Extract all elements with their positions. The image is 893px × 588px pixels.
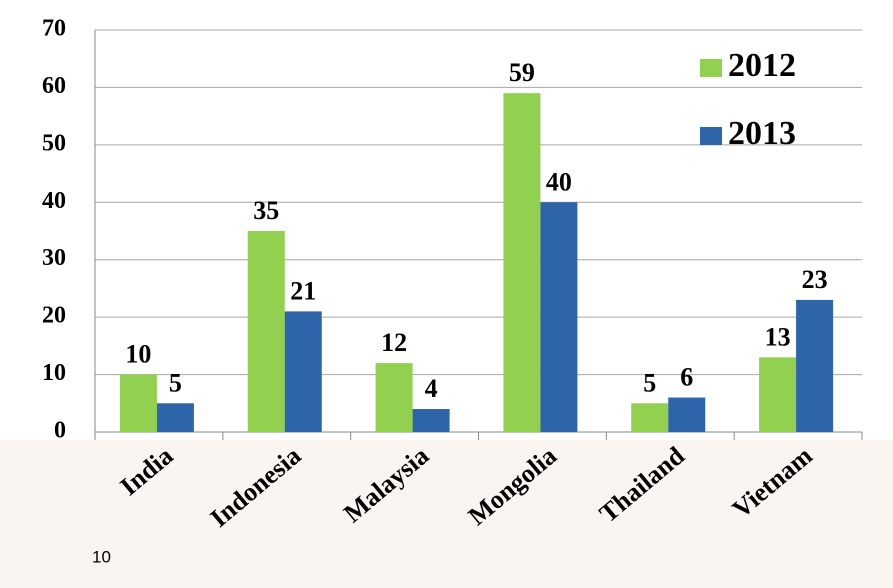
value-label: 40	[546, 167, 572, 196]
bar	[247, 231, 285, 432]
y-tick-label: 0	[54, 418, 66, 444]
y-tick-label: 50	[42, 130, 66, 156]
y-tick-label: 60	[42, 73, 66, 99]
y-tick-label: 40	[42, 188, 66, 214]
value-label: 13	[765, 322, 791, 351]
value-label: 5	[169, 368, 182, 397]
y-tick-label: 70	[42, 16, 66, 42]
bar	[631, 403, 669, 432]
value-label: 59	[509, 58, 535, 87]
y-tick-label: 30	[42, 245, 66, 271]
value-label: 23	[802, 265, 828, 294]
legend-swatch	[700, 127, 722, 145]
legend-label: 2012	[728, 47, 796, 84]
y-tick-label: 20	[42, 303, 66, 329]
background-image	[0, 440, 893, 588]
bar	[284, 311, 322, 432]
value-label: 6	[680, 363, 693, 392]
bar	[375, 363, 413, 432]
bar	[796, 299, 834, 432]
page-number: 10	[92, 547, 111, 566]
bar	[540, 202, 578, 432]
value-label: 10	[125, 340, 151, 369]
value-label: 35	[253, 196, 279, 225]
bar	[156, 403, 194, 432]
value-label: 4	[425, 374, 438, 403]
bar	[119, 374, 157, 432]
legend-label: 2013	[728, 115, 796, 152]
value-label: 21	[290, 276, 316, 305]
y-tick-label: 10	[42, 360, 66, 386]
bar	[503, 93, 541, 433]
bar	[668, 397, 706, 432]
legend-swatch	[700, 59, 722, 77]
value-label: 5	[643, 368, 656, 397]
value-label: 12	[381, 328, 407, 357]
bar	[759, 357, 797, 432]
bar	[412, 409, 450, 432]
